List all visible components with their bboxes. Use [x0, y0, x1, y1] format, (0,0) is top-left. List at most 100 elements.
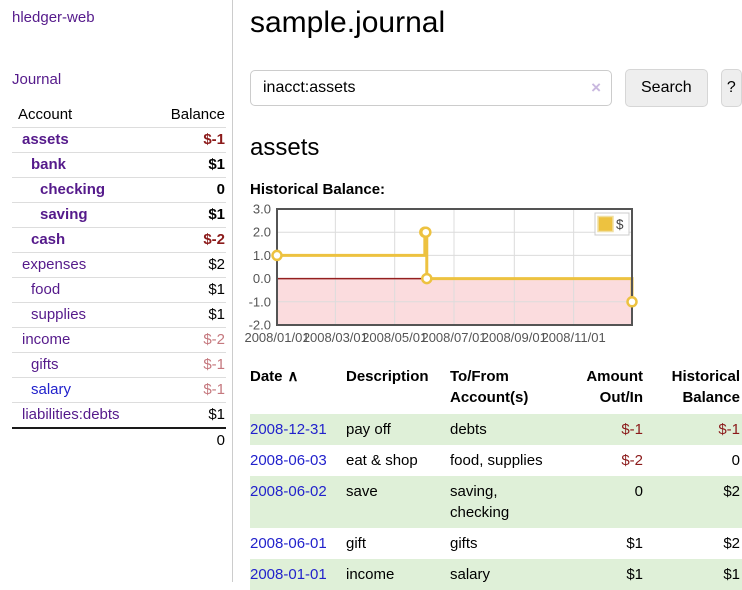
register-header-accounts: To/From Account(s) — [450, 368, 529, 406]
account-link[interactable]: income — [22, 331, 71, 348]
data-point-marker — [420, 226, 432, 238]
register-header-balance: Historical Balance — [671, 368, 740, 406]
account-row: checking 0 — [12, 177, 226, 203]
accounts-total-value: 0 — [153, 427, 226, 453]
account-row: assets $-1 — [12, 127, 226, 153]
txn-date-cell: 2008-06-03 — [250, 445, 346, 476]
txn-date-cell: 2008-06-02 — [250, 476, 346, 528]
account-link[interactable]: assets — [22, 131, 69, 148]
transaction-row: 2008-06-02 save saving, checking 0 $2 — [250, 476, 742, 528]
clear-search-icon[interactable]: × — [591, 78, 601, 97]
txn-amount: $1 — [626, 566, 643, 583]
account-row: supplies $1 — [12, 302, 226, 328]
account-link[interactable]: cash — [31, 231, 66, 248]
account-balance: $1 — [153, 277, 226, 303]
account-cell: expenses — [12, 252, 154, 278]
brand-link[interactable]: hledger-web — [12, 9, 95, 26]
account-link[interactable]: checking — [40, 181, 106, 198]
page-title: sample.journal — [250, 6, 446, 39]
account-row: salary $-1 — [12, 377, 226, 403]
register-header-amount: Amount Out/In — [586, 368, 643, 406]
account-cell: income — [12, 327, 154, 353]
accounts-table-body: assets $-1 bank $1 checking 0 saving $1 cash $-2 e… — [12, 127, 226, 429]
txn-date-cell: 2008-01-01 — [250, 559, 346, 590]
main-content: sample.journal × Search ? assets Histori… — [244, 0, 742, 590]
account-balance: $1 — [153, 402, 226, 429]
txn-amount: $-2 — [621, 452, 643, 469]
account-row: cash $-2 — [12, 227, 226, 253]
app-brand: hledger-web — [12, 9, 232, 26]
account-cell: salary — [12, 377, 154, 403]
account-cell: gifts — [12, 352, 154, 378]
account-row: saving $1 — [12, 202, 226, 228]
journal-nav: Journal — [12, 71, 232, 88]
txn-amount: 0 — [634, 483, 643, 500]
help-button[interactable]: ? — [720, 69, 742, 107]
register-header-date[interactable]: Date ∧ — [250, 364, 346, 414]
accounts-header-row: Account Balance — [12, 103, 226, 128]
search-input[interactable] — [250, 70, 612, 106]
account-link[interactable]: gifts — [31, 356, 59, 373]
txn-date-link[interactable]: 2008-12-31 — [250, 421, 327, 438]
accounts-total-spacer — [12, 427, 154, 453]
search-form: × Search ? — [250, 69, 742, 107]
txn-balance: $-1 — [718, 421, 740, 438]
register-header-description: Description — [346, 368, 429, 385]
sidebar: hledger-web Journal Account Balance asse… — [0, 0, 233, 582]
transaction-row: 2008-12-31 pay off debts $-1 $-1 — [250, 414, 742, 445]
txn-date-cell: 2008-06-01 — [250, 528, 346, 559]
txn-amount: $1 — [626, 535, 643, 552]
search-button[interactable]: Search — [625, 69, 708, 107]
search-box: × — [250, 70, 612, 106]
data-point-marker — [626, 296, 638, 308]
txn-date-link[interactable]: 2008-06-03 — [250, 452, 327, 469]
journal-link[interactable]: Journal — [12, 71, 62, 88]
balance-chart: $ -2.0 -1.0 0.0 1.0 2.0 3.0 2008/01/012008/03/0… — [244, 202, 638, 345]
account-row: liabilities:debts $1 — [12, 402, 226, 429]
account-link[interactable]: expenses — [22, 256, 87, 273]
txn-description: eat & shop — [346, 452, 418, 469]
accounts-header-account: Account — [12, 103, 154, 128]
sort-ascending-icon: ∧ — [287, 368, 299, 385]
txn-date-link[interactable]: 2008-06-02 — [250, 483, 327, 500]
account-balance: $-2 — [153, 327, 226, 353]
txn-date-link[interactable]: 2008-06-01 — [250, 535, 327, 552]
y-tick-label: 2.0 — [253, 225, 271, 240]
account-link[interactable]: bank — [31, 156, 67, 173]
account-heading: assets — [250, 134, 320, 161]
txn-accounts: salary — [450, 566, 491, 583]
date-header-label: Date — [250, 368, 283, 385]
chart-title: Historical Balance: — [250, 181, 386, 198]
account-link[interactable]: saving — [40, 206, 88, 223]
account-balance: $1 — [153, 202, 226, 228]
txn-balance: $2 — [723, 535, 740, 552]
x-tick-label: 2008/07/01 — [421, 330, 486, 345]
account-link[interactable]: food — [31, 281, 61, 298]
account-balance: $1 — [153, 302, 226, 328]
transaction-row: 2008-06-03 eat & shop food, supplies $-2 0 — [250, 445, 742, 476]
accounts-header-balance: Balance — [153, 103, 226, 128]
txn-date-cell: 2008-12-31 — [250, 414, 346, 445]
register-header-row: Date ∧ Description To/From Account(s) Amo… — [250, 364, 742, 414]
account-cell: bank — [12, 152, 154, 178]
account-link[interactable]: liabilities:debts — [22, 406, 120, 423]
txn-accounts: saving, checking — [450, 483, 510, 521]
account-row: bank $1 — [12, 152, 226, 178]
account-cell: cash — [12, 227, 154, 253]
account-balance: $-1 — [153, 127, 226, 153]
account-link[interactable]: supplies — [31, 306, 87, 323]
account-link[interactable]: salary — [31, 381, 72, 398]
txn-description: save — [346, 483, 378, 500]
txn-date-link[interactable]: 2008-01-01 — [250, 566, 327, 583]
account-row: gifts $-1 — [12, 352, 226, 378]
x-tick-label: 2008/09/01 — [482, 330, 547, 345]
account-cell: supplies — [12, 302, 154, 328]
legend-swatch — [597, 215, 614, 233]
account-cell: saving — [12, 202, 154, 228]
x-tick-label: 2008/01/01 — [244, 330, 309, 345]
account-cell: checking — [12, 177, 154, 203]
account-balance: $-1 — [153, 352, 226, 378]
txn-accounts: gifts — [450, 535, 478, 552]
txn-description: gift — [346, 535, 367, 552]
x-tick-label: 2008/03/01 — [303, 330, 368, 345]
